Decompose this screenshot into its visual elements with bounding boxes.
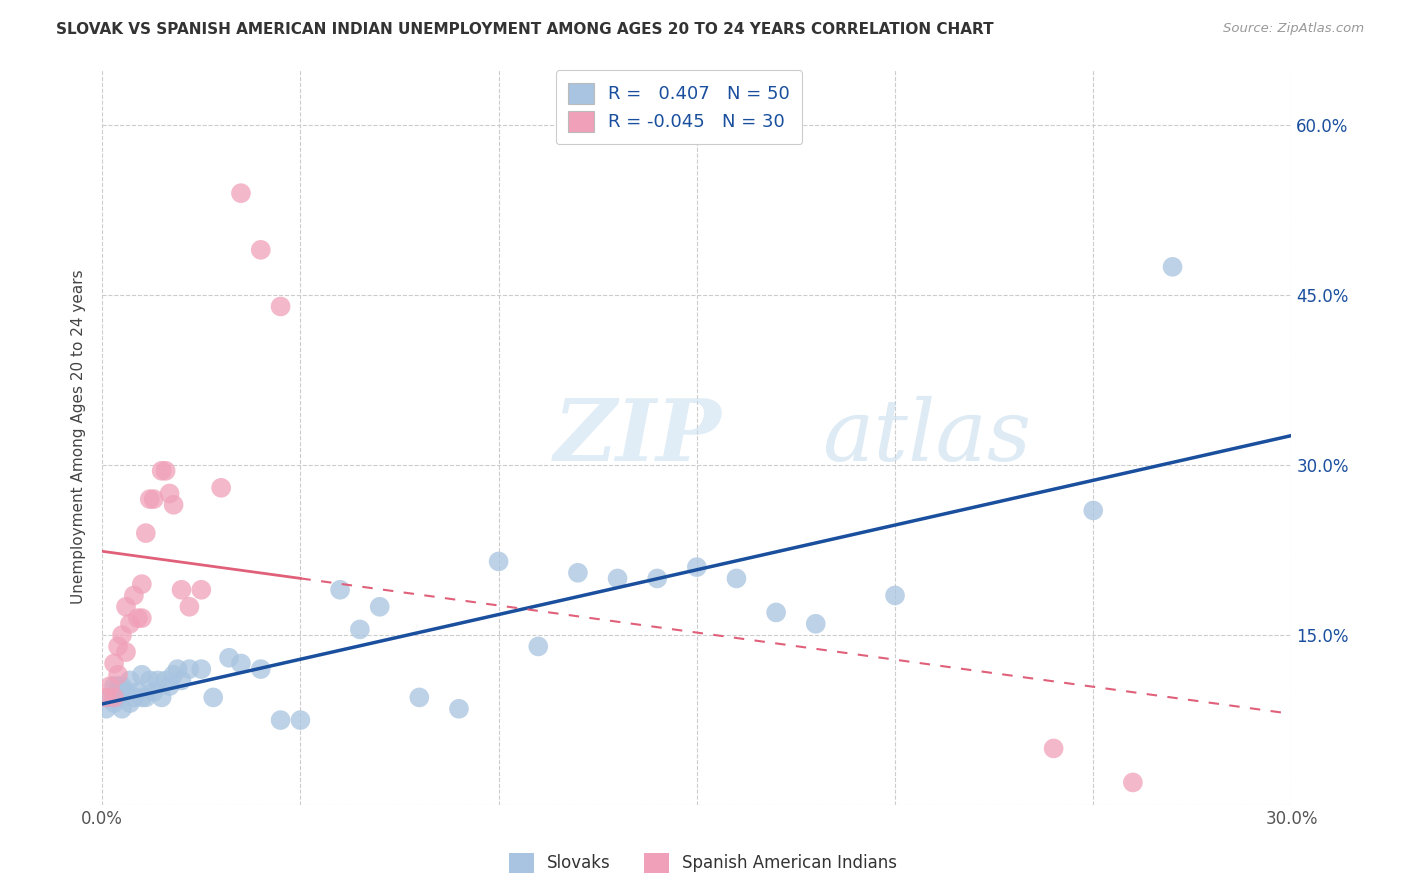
Point [765, 606, 787, 620]
Point [229, 657, 252, 671]
Point [118, 696, 141, 710]
Point [115, 685, 138, 699]
Point [107, 679, 129, 693]
Point [118, 616, 141, 631]
Point [162, 667, 184, 681]
Point [155, 464, 177, 478]
Point [804, 616, 827, 631]
Point [98, 690, 121, 705]
Point [131, 577, 153, 591]
Point [135, 526, 157, 541]
Point [162, 498, 184, 512]
Point [249, 662, 271, 676]
Point [107, 667, 129, 681]
Point [447, 702, 470, 716]
Point [139, 673, 162, 688]
Point [686, 560, 709, 574]
Point [170, 673, 193, 688]
Point [103, 696, 125, 710]
Point [1122, 775, 1144, 789]
Point [122, 690, 145, 705]
Point [150, 690, 173, 705]
Point [1161, 260, 1184, 274]
Point [115, 599, 138, 614]
Point [159, 486, 181, 500]
Point [118, 673, 141, 688]
Point [98, 679, 121, 693]
Point [368, 599, 391, 614]
Point [170, 582, 193, 597]
Point [103, 690, 125, 705]
Point [408, 690, 430, 705]
Point [139, 492, 162, 507]
Point [96, 702, 118, 716]
Point [159, 679, 181, 693]
Point [127, 685, 149, 699]
Point [527, 640, 550, 654]
Point [111, 679, 134, 693]
Point [190, 662, 212, 676]
Point [107, 640, 129, 654]
Point [329, 582, 352, 597]
Point [606, 571, 628, 585]
Point [103, 679, 125, 693]
Point [115, 645, 138, 659]
Point [290, 713, 312, 727]
Text: SLOVAK VS SPANISH AMERICAN INDIAN UNEMPLOYMENT AMONG AGES 20 TO 24 YEARS CORRELA: SLOVAK VS SPANISH AMERICAN INDIAN UNEMPL… [56, 22, 994, 37]
Point [142, 685, 165, 699]
Point [150, 464, 173, 478]
Text: ZIP: ZIP [554, 395, 723, 478]
Text: atlas: atlas [821, 395, 1031, 478]
Point [155, 673, 177, 688]
Point [96, 690, 118, 705]
Point [229, 186, 252, 201]
Point [1083, 503, 1105, 517]
Point [111, 628, 134, 642]
Point [349, 623, 371, 637]
Legend: R =   0.407   N = 50, R = -0.045   N = 30: R = 0.407 N = 50, R = -0.045 N = 30 [555, 70, 803, 145]
Point [122, 589, 145, 603]
Point [146, 673, 169, 688]
Y-axis label: Unemployment Among Ages 20 to 24 years: Unemployment Among Ages 20 to 24 years [72, 269, 86, 604]
Point [111, 702, 134, 716]
Point [270, 713, 292, 727]
Point [1042, 741, 1064, 756]
Point [725, 571, 748, 585]
Point [179, 599, 201, 614]
Point [567, 566, 589, 580]
Point [209, 481, 232, 495]
Point [131, 690, 153, 705]
Point [645, 571, 668, 585]
Point [142, 492, 165, 507]
Point [166, 662, 188, 676]
Text: Source: ZipAtlas.com: Source: ZipAtlas.com [1223, 22, 1364, 36]
Point [131, 611, 153, 625]
Point [884, 589, 907, 603]
Point [107, 690, 129, 705]
Point [131, 667, 153, 681]
Point [202, 690, 225, 705]
Point [249, 243, 271, 257]
Point [190, 582, 212, 597]
Legend: Slovaks, Spanish American Indians: Slovaks, Spanish American Indians [502, 847, 904, 880]
Point [218, 650, 240, 665]
Point [179, 662, 201, 676]
Point [488, 554, 510, 568]
Point [135, 690, 157, 705]
Point [127, 611, 149, 625]
Point [270, 300, 292, 314]
Point [103, 657, 125, 671]
